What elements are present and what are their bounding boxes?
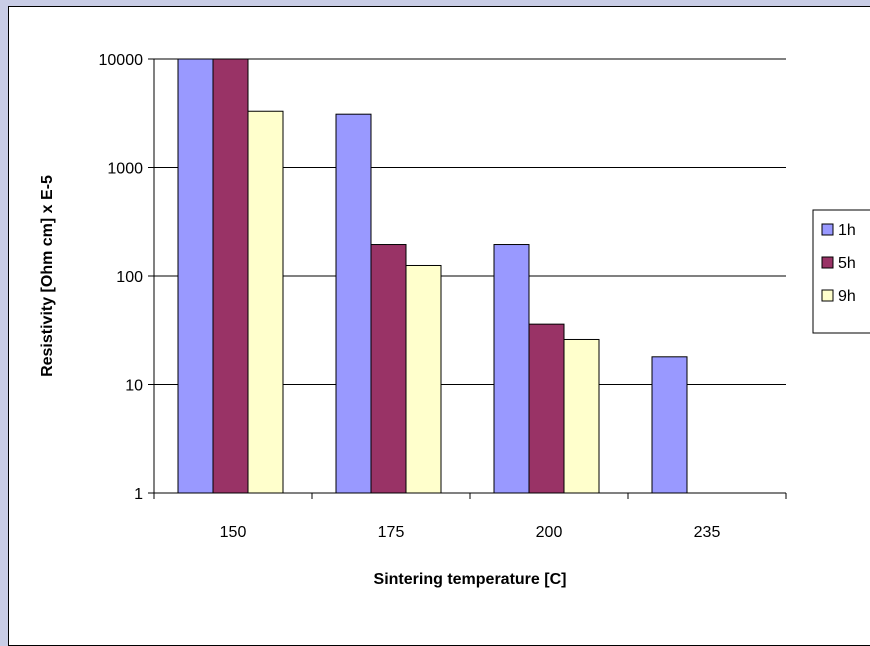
y-tick-label: 1000 bbox=[107, 161, 143, 178]
y-tick-label: 100 bbox=[116, 269, 143, 286]
legend-swatch-9h bbox=[821, 289, 834, 302]
bar-9h-200 bbox=[563, 338, 600, 494]
y-axis-title: Resistivity [Ohm cm] x E-5 bbox=[39, 175, 56, 377]
axes bbox=[148, 58, 787, 499]
bar-9h-175 bbox=[405, 264, 442, 494]
bar-1h-175 bbox=[335, 113, 372, 494]
x-tick-label: 175 bbox=[378, 524, 405, 541]
bar-5h-200 bbox=[528, 323, 565, 494]
y-tick-label: 1 bbox=[134, 486, 143, 503]
legend-swatch-5h bbox=[821, 256, 834, 269]
bar-1h-150 bbox=[177, 58, 214, 494]
bar-5h-175 bbox=[370, 244, 407, 494]
bar-1h-235 bbox=[651, 356, 688, 494]
y-tick-label: 10 bbox=[125, 378, 143, 395]
legend-swatch-1h bbox=[821, 223, 834, 236]
bars bbox=[177, 58, 688, 494]
x-tick-label: 235 bbox=[694, 524, 721, 541]
y-tick-label: 10000 bbox=[99, 52, 144, 69]
legend-label-5h: 5h bbox=[838, 255, 856, 272]
x-tick-labels: 150 175 200 235 bbox=[220, 524, 721, 541]
y-tick-labels: 1 10 100 1000 10000 bbox=[99, 52, 144, 503]
x-tick-label: 200 bbox=[536, 524, 563, 541]
bar-9h-150 bbox=[247, 110, 284, 494]
legend-label-1h: 1h bbox=[838, 222, 856, 239]
legend: 1h 5h 9h bbox=[812, 209, 870, 334]
x-tick-label: 150 bbox=[220, 524, 247, 541]
bar-1h-200 bbox=[493, 244, 530, 494]
legend-label-9h: 9h bbox=[838, 288, 856, 305]
x-axis-title: Sintering temperature [C] bbox=[374, 571, 567, 588]
bar-5h-150 bbox=[212, 58, 249, 494]
